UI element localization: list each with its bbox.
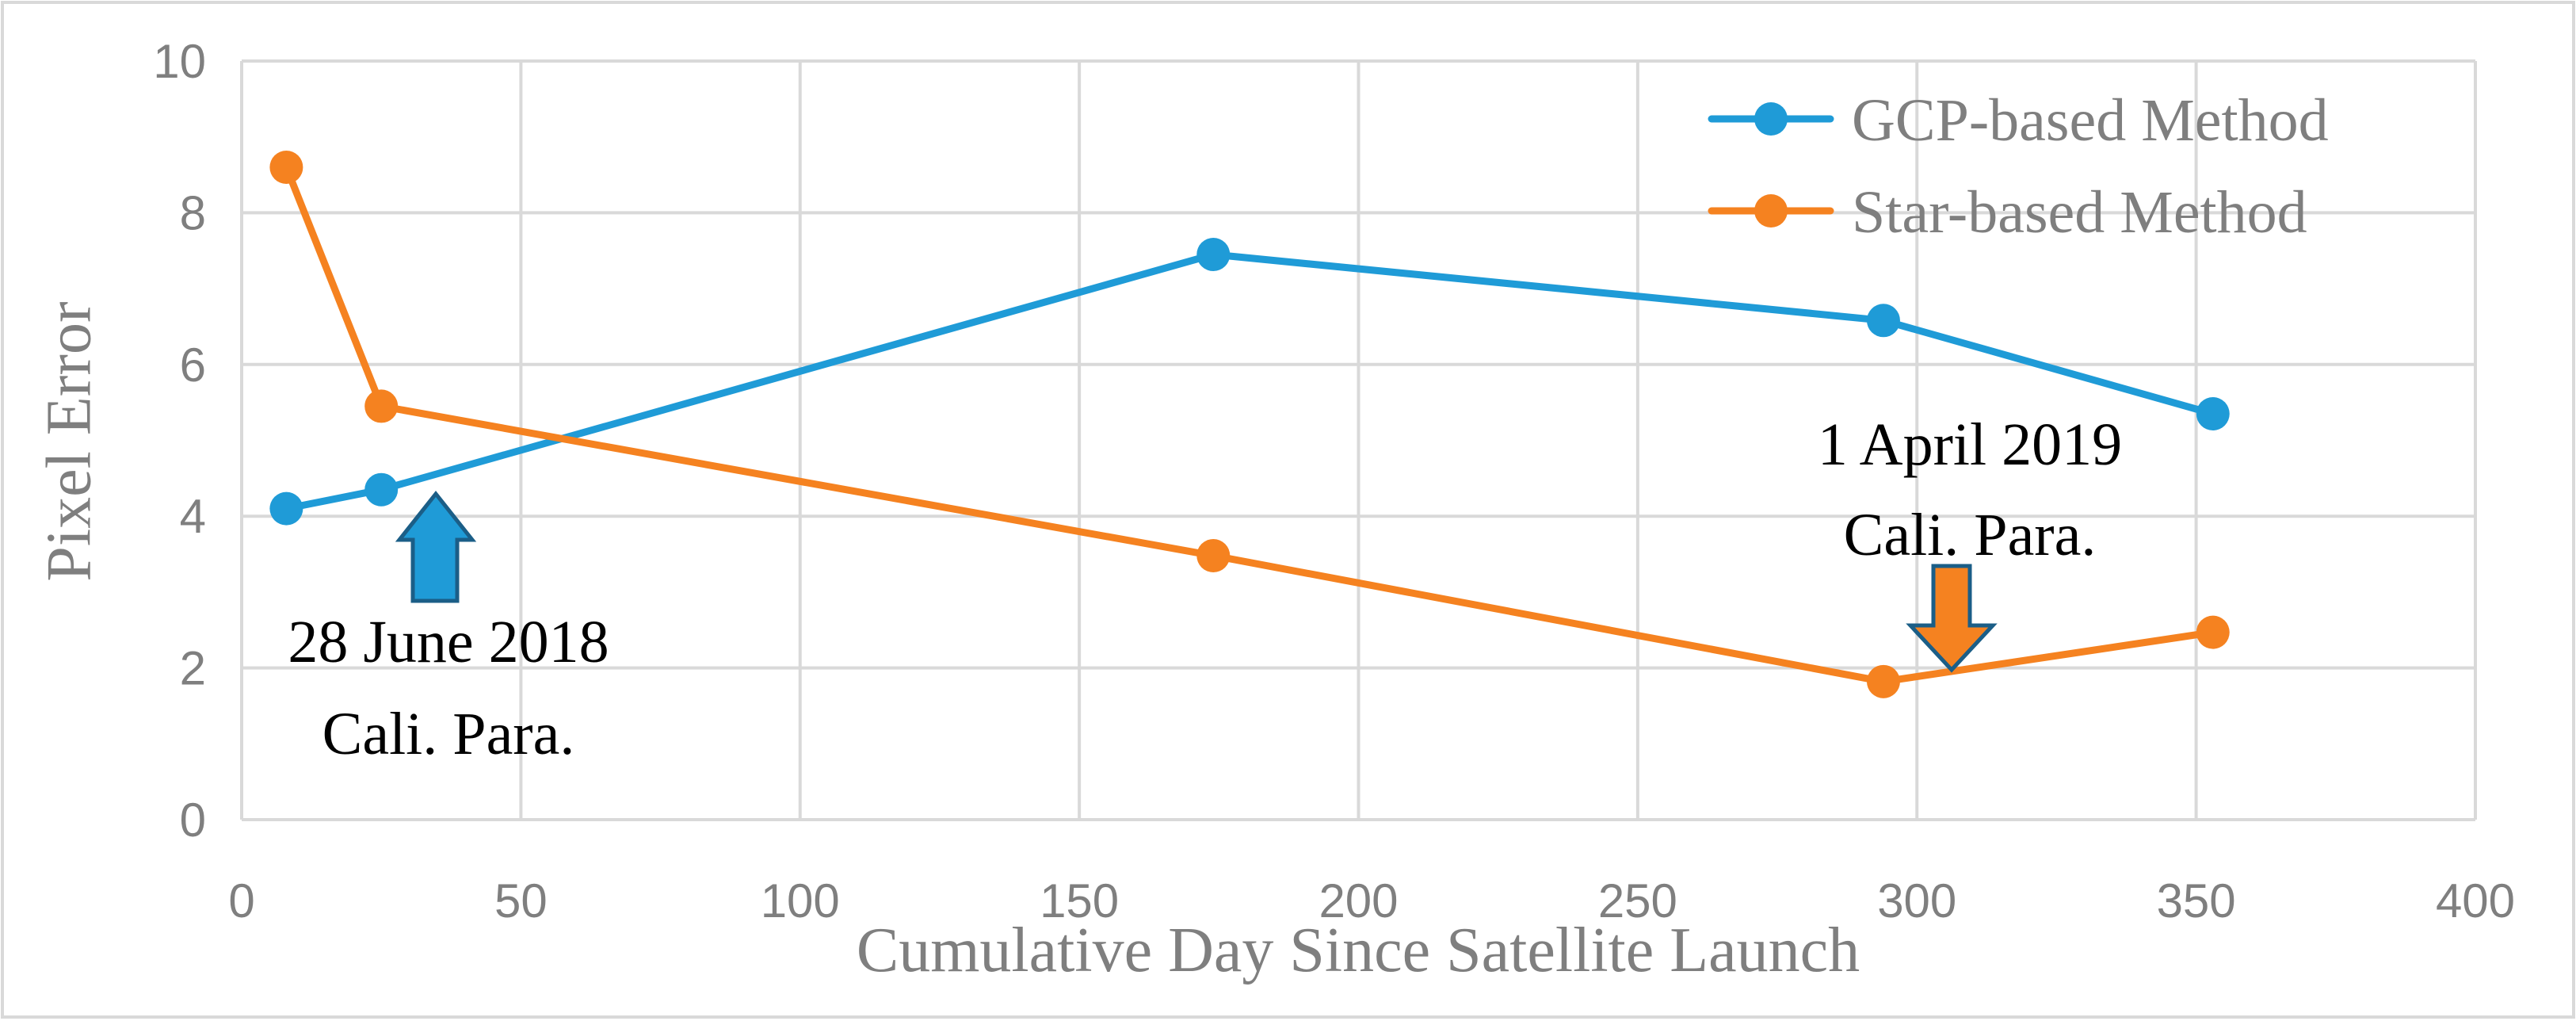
x-tick-label-200: 200	[1319, 874, 1398, 927]
annotation-date-june-2018: 28 June 2018	[288, 609, 609, 675]
data-point-gcp-0	[269, 491, 303, 526]
data-point-gcp-2	[1196, 238, 1231, 272]
x-tick-label-250: 250	[1598, 874, 1677, 927]
annotations: 28 June 2018 Cali. Para. 1 April 2019 Cali.…	[288, 411, 2122, 767]
legend-marker-star	[1754, 194, 1788, 228]
data-point-star-4	[2196, 615, 2230, 649]
y-axis-tick-labels: 0 2 4 6 8 10	[153, 35, 206, 847]
y-tick-label-2: 2	[180, 642, 206, 695]
x-tick-label-150: 150	[1040, 874, 1119, 927]
y-tick-label-10: 10	[153, 35, 206, 88]
data-point-star-3	[1866, 664, 1900, 698]
y-tick-label-4: 4	[180, 490, 206, 543]
annotation-arrow-up	[395, 490, 477, 603]
annotation-arrow-down	[1906, 564, 1998, 673]
x-axis-title: Cumulative Day Since Satellite Launch	[857, 916, 1860, 985]
legend-label-gcp: GCP-based Method	[1852, 87, 2329, 154]
annotation-label-april-2019: Cali. Para.	[1844, 502, 2097, 568]
y-tick-label-6: 6	[180, 338, 206, 392]
data-point-star-1	[364, 389, 399, 423]
x-tick-label-50: 50	[494, 874, 548, 927]
data-point-gcp-4	[2196, 397, 2230, 431]
gridlines	[240, 59, 2477, 821]
x-tick-label-350: 350	[2157, 874, 2236, 927]
y-tick-label-0: 0	[180, 793, 206, 847]
data-point-star-0	[269, 150, 303, 184]
x-tick-label-100: 100	[761, 874, 840, 927]
y-axis-title: Pixel Error	[34, 301, 104, 581]
x-axis-tick-labels: 0 50 100 150 200 250 300 350 400	[228, 874, 2515, 927]
x-tick-label-0: 0	[228, 874, 254, 927]
x-tick-label-300: 300	[1877, 874, 1956, 927]
series-group	[269, 150, 2230, 698]
legend-label-star: Star-based Method	[1852, 179, 2307, 246]
data-point-gcp-1	[364, 472, 399, 507]
x-tick-label-400: 400	[2436, 874, 2515, 927]
legend-marker-gcp	[1754, 102, 1788, 136]
annotation-date-april-2019: 1 April 2019	[1818, 411, 2122, 478]
data-point-star-2	[1196, 538, 1231, 572]
y-tick-label-8: 8	[180, 186, 206, 239]
annotation-label-june-2018: Cali. Para.	[322, 701, 575, 767]
data-point-gcp-3	[1866, 304, 1900, 338]
legend: GCP-based Method Star-based Method	[1708, 87, 2329, 246]
